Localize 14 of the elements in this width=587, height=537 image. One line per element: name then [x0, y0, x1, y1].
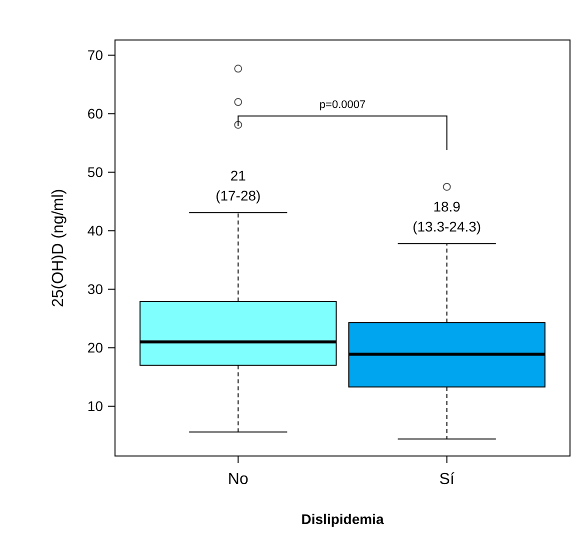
- y-tick-label: 20: [87, 340, 104, 356]
- y-axis-title: 25(OH)D (ng/ml): [50, 188, 67, 308]
- y-tick-label: 50: [87, 164, 104, 180]
- x-tick-label: Sí: [439, 471, 455, 488]
- x-tick-label: No: [228, 471, 248, 488]
- annotation: 21 (17-28): [216, 168, 261, 204]
- annotation: p=0.0007: [319, 99, 366, 111]
- y-tick-label: 40: [87, 222, 104, 239]
- y-tick-label: 10: [87, 398, 104, 414]
- y-tick-label: 30: [87, 281, 104, 298]
- y-tick-label: 60: [87, 106, 104, 122]
- annotation: 18.9 (13.3-24.3): [412, 198, 482, 235]
- y-tick-label: 70: [87, 47, 104, 64]
- x-axis-title: Dislipidemia: [301, 511, 384, 527]
